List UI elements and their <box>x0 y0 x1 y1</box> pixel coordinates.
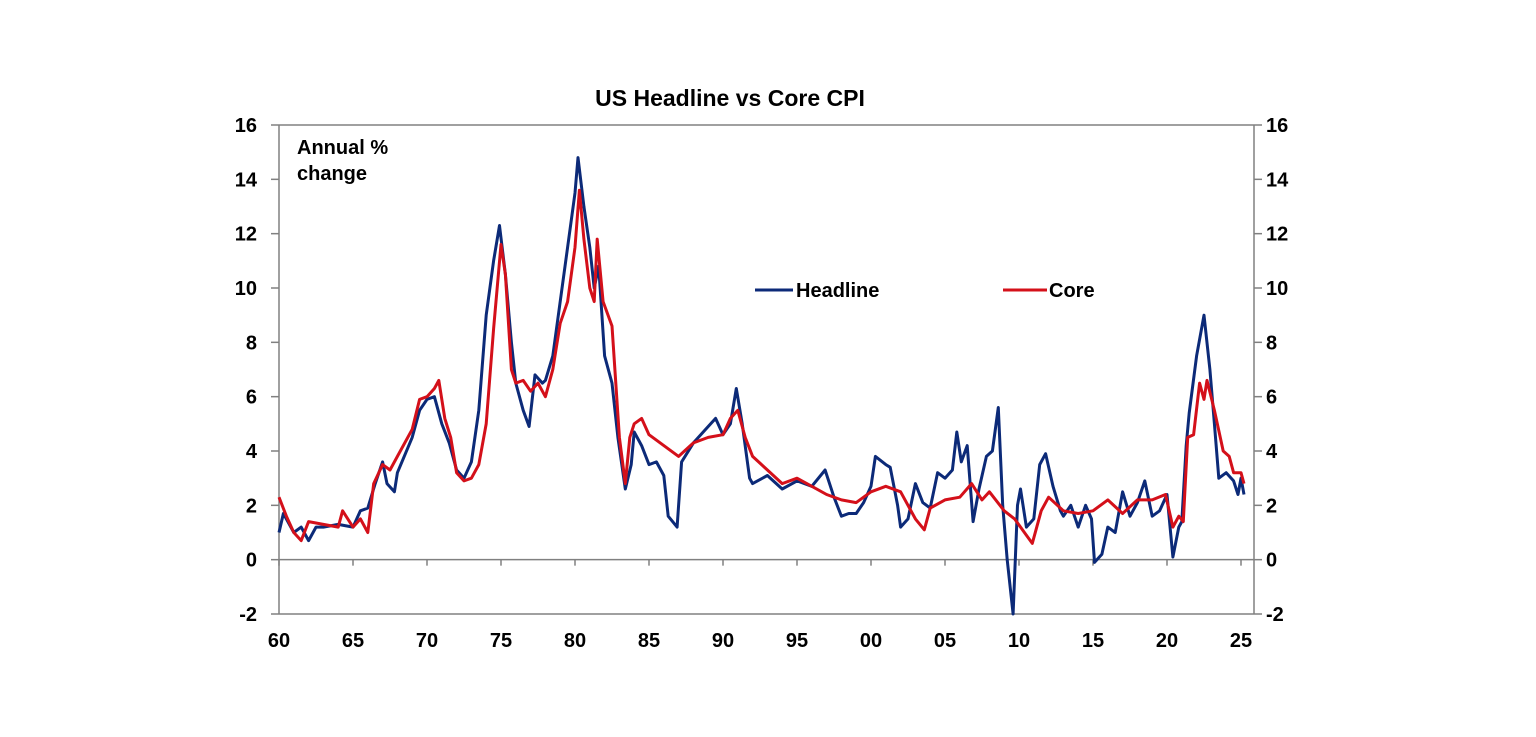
series-line-headline <box>277 156 1246 616</box>
y-tick-label-left: 12 <box>235 224 257 246</box>
y-tick-label-right: 16 <box>1266 115 1288 137</box>
y-tick-label-right: 14 <box>1266 169 1289 191</box>
y-tick-label-left: -2 <box>239 604 257 626</box>
series-lines <box>277 156 1246 616</box>
y-tick-label-right: -2 <box>1266 604 1284 626</box>
x-tick-label: 75 <box>490 630 512 652</box>
y-tick-label-left: 0 <box>246 550 257 572</box>
y-tick-label-left: 4 <box>246 441 258 463</box>
x-tick-label: 85 <box>638 630 660 652</box>
y-tick-label-left: 14 <box>235 169 258 191</box>
unit-annotation-line2: change <box>297 163 367 185</box>
x-tick-label: 10 <box>1008 630 1030 652</box>
y-tick-label-right: 2 <box>1266 495 1277 517</box>
x-tick-label: 65 <box>342 630 364 652</box>
legend: Headline Core <box>755 280 1095 302</box>
y-tick-label-left: 2 <box>246 495 257 517</box>
y-tick-label-right: 10 <box>1266 278 1288 300</box>
y-tick-label-right: 6 <box>1266 387 1277 409</box>
x-tick-label: 60 <box>268 630 290 652</box>
x-tick-label: 70 <box>416 630 438 652</box>
legend-label-headline: Headline <box>796 280 879 302</box>
x-tick-label: 15 <box>1082 630 1104 652</box>
unit-annotation-line1: Annual % <box>297 137 388 159</box>
y-tick-label-right: 0 <box>1266 550 1277 572</box>
series-line-core <box>277 188 1246 545</box>
x-tick-label: 05 <box>934 630 956 652</box>
x-tick-label: 00 <box>860 630 882 652</box>
y-tick-label-left: 8 <box>246 332 257 354</box>
y-tick-label-left: 16 <box>235 115 257 137</box>
chart-title: US Headline vs Core CPI <box>595 85 865 111</box>
y-tick-label-left: 6 <box>246 387 257 409</box>
x-tick-label: 95 <box>786 630 808 652</box>
x-tick-label: 25 <box>1230 630 1252 652</box>
x-tick-label: 20 <box>1156 630 1178 652</box>
x-tick-label: 80 <box>564 630 586 652</box>
legend-label-core: Core <box>1049 280 1095 302</box>
y-tick-label-right: 8 <box>1266 332 1277 354</box>
y-tick-label-right: 12 <box>1266 224 1288 246</box>
y-tick-label-left: 10 <box>235 278 257 300</box>
y-tick-label-right: 4 <box>1266 441 1278 463</box>
x-tick-label: 90 <box>712 630 734 652</box>
